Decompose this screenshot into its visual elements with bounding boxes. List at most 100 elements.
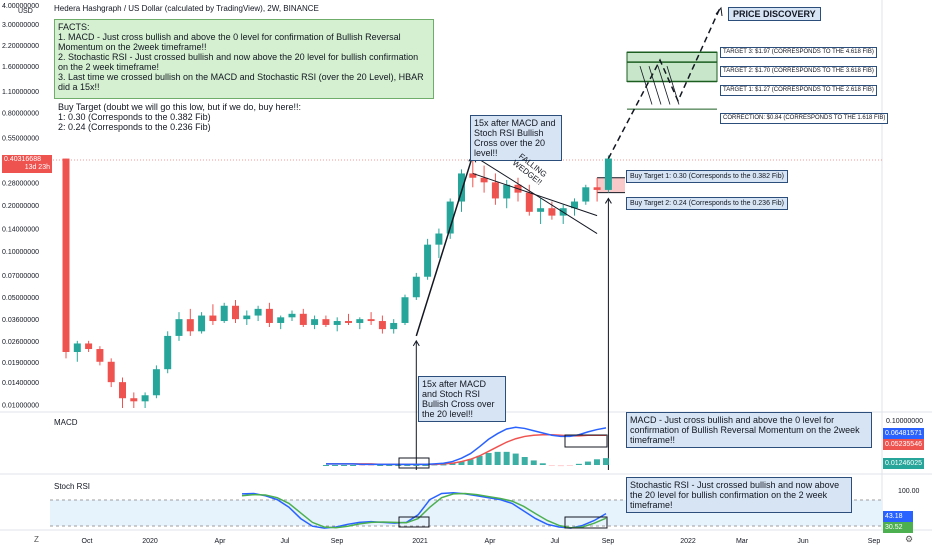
- time-tick-label: Jul: [551, 538, 560, 545]
- candle-body: [96, 349, 104, 362]
- macd-signal-line: [326, 433, 606, 466]
- retrace-arrow: [666, 65, 680, 105]
- macd-signal-badge: 0.05235546: [883, 439, 924, 450]
- fib-target-box: [626, 51, 718, 83]
- buy-target1-label[interactable]: Buy Target 1: 0.30 (Corresponds to the 0…: [626, 170, 788, 183]
- price-axis-ticks: 4.00000000 3.00000000 2.20000000 1.60000000…: [2, 3, 39, 410]
- candle-body: [85, 343, 93, 350]
- candle-body: [537, 208, 545, 212]
- price-tick-label: 0.01900000: [2, 360, 39, 367]
- macd-histogram-bar: [530, 460, 537, 465]
- target2-label[interactable]: TARGET 2: $1.70 (CORRESPONDS TO THE 3.61…: [720, 66, 877, 77]
- price-discovery-note[interactable]: PRICE DISCOVERY: [728, 7, 821, 21]
- price-tick-label: 0.07000000: [2, 273, 39, 280]
- time-tick-label: 2021: [412, 538, 428, 545]
- candle-body: [198, 315, 206, 332]
- time-tick-label: Sep: [602, 538, 615, 545]
- candle-body: [175, 319, 183, 336]
- macd-histogram-bar: [593, 459, 600, 465]
- stoch-d-badge: 30.52: [883, 522, 913, 533]
- drawings-layer: [412, 6, 723, 470]
- candle-body: [548, 208, 556, 216]
- candle-body: [119, 382, 126, 399]
- candle-body: [130, 398, 138, 402]
- macd-layer: [323, 426, 609, 469]
- candle-body: [299, 313, 307, 325]
- top-15x-note[interactable]: 15x after MACD and Stoch RSI Bullish Cro…: [470, 115, 562, 161]
- time-tick-label: 2020: [142, 538, 158, 545]
- candle-body: [311, 319, 319, 325]
- macd-histogram-bar: [575, 463, 582, 465]
- macd-histogram-bar: [521, 457, 528, 465]
- macd-explanation-note[interactable]: MACD - Just cross bullish and above the …: [626, 412, 872, 448]
- facts-line: 1: 0.30 (Corresponds to the 0.382 Fib): [58, 112, 211, 122]
- facts-line: 2: 0.24 (Corresponds to the 0.236 Fib): [58, 122, 211, 132]
- price-tick-label: 2.20000000: [2, 43, 39, 50]
- target1-label[interactable]: TARGET 1: $1.27 (CORRESPONDS TO THE 2.61…: [720, 85, 877, 96]
- time-tick-label: Oct: [82, 538, 93, 545]
- price-tick-label: 0.05000000: [2, 295, 39, 302]
- time-tick-label: Jun: [797, 538, 808, 545]
- candle-body: [254, 308, 262, 316]
- time-axis-ticks: Oct 2020 Apr Jul Sep 2021 Apr Jul Sep 2022 Mar Jun S…: [82, 538, 881, 545]
- candle-body: [458, 173, 465, 202]
- current-signal-arrowhead: [604, 197, 612, 204]
- macd-histogram-bar: [341, 465, 348, 466]
- projection-path: [607, 7, 721, 159]
- macd-histogram-bar: [485, 453, 492, 465]
- time-tick-label: Apr: [485, 538, 497, 545]
- candle-body: [164, 335, 172, 370]
- facts-line: 3. Last time we crossed bullish on the M…: [58, 72, 424, 92]
- target3-label[interactable]: TARGET 3: $1.97 (CORRESPONDS TO THE 4.61…: [720, 47, 877, 58]
- candle-body: [446, 201, 454, 234]
- stoch-d-line: [241, 492, 607, 529]
- current-price-badge: 0.40316688 13d 23h: [2, 155, 52, 173]
- time-tick-label: Mar: [736, 538, 749, 545]
- correction-label[interactable]: CORRECTION: $0.84 (CORRESPONDS TO THE 1.…: [720, 113, 889, 124]
- retrace-arrow: [639, 65, 653, 105]
- candle-body: [412, 276, 420, 298]
- stoch-explanation-note[interactable]: Stochastic RSI - Just crossed bullish an…: [626, 477, 852, 513]
- time-tick-label: Jul: [281, 538, 290, 545]
- macd-histogram-badge: 0.01246025: [883, 458, 924, 469]
- macd-histogram-bar: [458, 461, 465, 465]
- candle-body: [152, 369, 160, 396]
- candle-body: [209, 315, 217, 322]
- currency-label: USD: [18, 8, 33, 15]
- timezone-icon[interactable]: Z: [34, 535, 39, 544]
- stoch-axis-top: 100.00: [898, 488, 920, 495]
- candles-layer: [62, 155, 612, 408]
- macd-histogram-bar: [566, 465, 573, 466]
- facts-line: 2. Stochastic RSI - Just crossed bullish…: [58, 52, 419, 72]
- ticker-title: Hedera Hashgraph / US Dollar (calculated…: [54, 4, 319, 13]
- macd-histogram-bar: [386, 465, 393, 466]
- wedge-lower-line: [472, 154, 598, 234]
- facts-line: Buy Target (doubt we will go this low, b…: [58, 102, 301, 112]
- facts-line: FACTS:: [58, 22, 90, 32]
- macd-cross-highlight: [398, 457, 430, 469]
- projection-arrowhead: [715, 6, 723, 17]
- buy-target2-label[interactable]: Buy Target 2: 0.24 (Corresponds to the 0…: [626, 197, 788, 210]
- candle-body: [277, 317, 285, 323]
- macd-histogram-bar: [422, 465, 429, 466]
- candle-body: [491, 182, 499, 199]
- candle-body: [333, 321, 341, 325]
- macd-histogram-bar: [323, 465, 329, 466]
- facts-line: [58, 92, 430, 102]
- stoch-k-line: [241, 492, 607, 529]
- stoch-k-badge: 43.18: [883, 511, 913, 522]
- facts-note[interactable]: FACTS: 1. MACD - Just cross bullish and …: [54, 19, 434, 132]
- price-tick-label: 0.20000000: [2, 203, 39, 210]
- macd-histogram-bar: [548, 465, 555, 466]
- mid-15x-note[interactable]: 15x after MACD and Stoch RSI Bullish Cro…: [418, 376, 506, 422]
- macd-histogram-bar: [503, 451, 510, 465]
- macd-histogram-bar: [539, 463, 546, 465]
- macd-cross-highlight: [564, 434, 608, 448]
- price-tick-label: 1.10000000: [2, 89, 39, 96]
- gear-icon[interactable]: ⚙: [905, 534, 914, 544]
- price-tick-label: 0.02600000: [2, 339, 39, 346]
- macd-histogram-bar: [440, 464, 447, 466]
- candle-body: [220, 305, 228, 322]
- macd-histogram-bar: [377, 465, 384, 466]
- facts-line: 1. MACD - Just cross bullish and above t…: [58, 32, 401, 52]
